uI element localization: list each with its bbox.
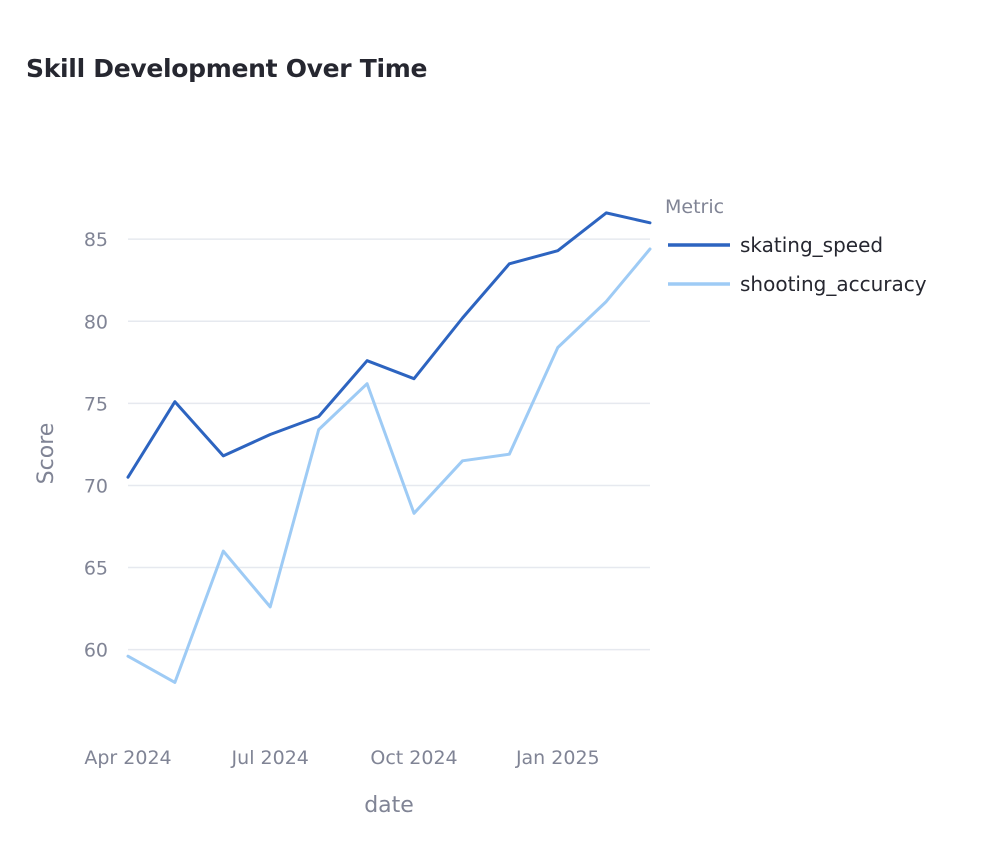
x-tick-label: Apr 2024 (84, 747, 171, 769)
legend-label: shooting_accuracy (740, 272, 927, 296)
y-axis-ticks: 60 65 70 75 80 85 (84, 229, 108, 661)
y-tick-label: 85 (84, 229, 108, 251)
gridlines (128, 238, 650, 651)
x-tick-label: Oct 2024 (370, 747, 457, 769)
legend-title: Metric (665, 196, 724, 218)
series-line-shooting-accuracy[interactable] (126, 247, 652, 684)
series-lines (126, 211, 652, 684)
x-axis-ticks: Apr 2024 Jul 2024 Oct 2024 Jan 2025 (84, 747, 599, 769)
y-tick-label: 65 (84, 558, 108, 580)
x-axis-title: date (364, 793, 414, 818)
y-axis-title: Score (34, 423, 59, 485)
y-tick-label: 70 (84, 475, 108, 497)
y-tick-label: 60 (84, 640, 108, 662)
legend[interactable]: Metric skating_speed shooting_accuracy (665, 196, 927, 296)
legend-label: skating_speed (740, 233, 883, 257)
y-tick-label: 75 (84, 393, 108, 415)
x-tick-label: Jul 2024 (231, 747, 309, 769)
y-tick-label: 80 (84, 311, 108, 333)
chart-title: Skill Development Over Time (26, 54, 428, 83)
series-line-skating-speed[interactable] (126, 211, 652, 479)
x-tick-label: Jan 2025 (515, 747, 600, 769)
